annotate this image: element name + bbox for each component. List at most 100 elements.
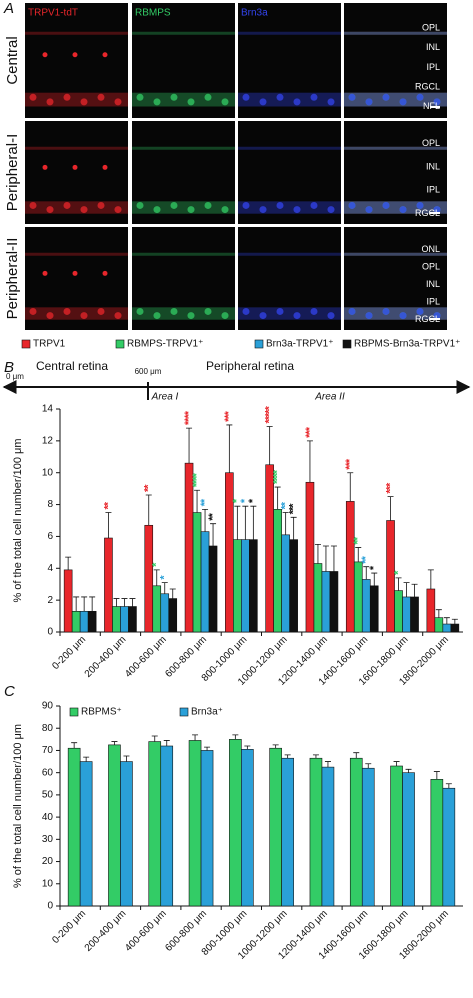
- y-tick-label: 12: [42, 435, 54, 446]
- bar: [120, 761, 133, 907]
- significance: *: [231, 498, 243, 503]
- micrograph: [238, 3, 341, 118]
- bar: [353, 561, 363, 633]
- error-bar: [234, 505, 241, 540]
- tissue-band: [238, 31, 341, 35]
- bar: [361, 767, 375, 907]
- error-bar: [312, 754, 319, 759]
- cell: [80, 98, 88, 106]
- cell: [29, 201, 37, 209]
- tissue-band: [344, 252, 447, 256]
- y-tick-label: 90: [42, 701, 54, 712]
- error-bar: [403, 582, 410, 597]
- bar: [269, 747, 282, 907]
- tissue-band: [25, 31, 128, 35]
- micrograph: [132, 3, 235, 118]
- x-tick-label: 0-200 μm: [50, 908, 88, 946]
- cell: [102, 52, 108, 58]
- x-tick-label: 0-200 μm: [50, 634, 88, 672]
- x-tick-label: 200-400 μm: [83, 634, 129, 680]
- bar: [152, 585, 162, 633]
- tissue-band: [344, 252, 447, 256]
- layer-label: INL: [426, 161, 440, 171]
- tissue-band: [344, 146, 447, 150]
- error-bar: [445, 783, 452, 789]
- y-tick-label: 2: [47, 595, 53, 606]
- bar: [160, 593, 170, 633]
- error-bar: [81, 596, 88, 612]
- error-bar: [324, 761, 331, 768]
- error-bar: [282, 512, 289, 535]
- error-bar: [105, 512, 112, 539]
- bar: [369, 585, 379, 633]
- cell: [114, 98, 122, 106]
- micrograph: [344, 121, 447, 224]
- significance: ****: [191, 472, 203, 487]
- bar: [402, 596, 411, 633]
- bar: [229, 739, 242, 907]
- bar: [321, 766, 335, 907]
- error-bar: [153, 569, 160, 586]
- cell: [348, 93, 356, 101]
- tissue-band: [238, 92, 341, 107]
- panel-label: A: [3, 0, 14, 17]
- bar: [225, 472, 234, 633]
- tissue-band: [238, 307, 341, 320]
- cell: [170, 201, 178, 209]
- bar: [200, 531, 210, 633]
- y-tick-label: 40: [42, 812, 54, 823]
- cell: [276, 93, 284, 101]
- y-tick-label: 30: [42, 834, 54, 845]
- significance: **: [207, 512, 219, 520]
- tissue-band: [238, 146, 341, 150]
- bar: [79, 610, 89, 633]
- bar: [305, 481, 315, 633]
- error-bar: [226, 424, 233, 473]
- layer-label: OPL: [422, 262, 440, 272]
- cell: [348, 307, 356, 315]
- error-bar: [113, 598, 120, 607]
- bar: [63, 569, 73, 633]
- y-tick-label: 20: [42, 856, 54, 867]
- tissue-band: [238, 201, 341, 214]
- bar: [434, 617, 444, 633]
- cell: [221, 206, 229, 214]
- error-bar: [395, 577, 402, 591]
- error-bar: [365, 763, 372, 769]
- error-bar: [123, 755, 130, 762]
- error-bar: [129, 598, 136, 607]
- cell: [153, 98, 161, 106]
- bar: [309, 757, 323, 907]
- bar: [394, 590, 403, 633]
- bar: [410, 596, 419, 633]
- error-bar: [274, 486, 281, 510]
- significance: *: [159, 575, 171, 580]
- bar: [104, 537, 113, 633]
- bar: [241, 749, 254, 907]
- cell: [293, 206, 301, 214]
- panel-label: C: [4, 683, 15, 700]
- error-bar: [387, 496, 394, 521]
- error-bar: [73, 596, 80, 612]
- significance: **: [199, 498, 211, 506]
- y-tick-label: 10: [42, 467, 54, 478]
- cell: [259, 312, 267, 320]
- y-tick-label: 80: [42, 723, 54, 734]
- cell: [170, 307, 178, 315]
- significance: ***: [288, 503, 300, 515]
- significance: *****: [264, 405, 276, 423]
- significance: *: [392, 570, 404, 575]
- error-bar: [355, 547, 362, 562]
- error-bar: [411, 583, 418, 597]
- bar: [120, 606, 129, 633]
- error-bar: [244, 745, 251, 750]
- bar: [71, 610, 81, 633]
- cell: [382, 307, 390, 315]
- legend-label: RBMPS-TRPV1⁺: [127, 339, 203, 350]
- error-bar: [322, 545, 329, 572]
- error-bar: [353, 752, 360, 759]
- tissue-band: [25, 92, 128, 107]
- significance: ***: [384, 482, 396, 494]
- cell: [242, 307, 250, 315]
